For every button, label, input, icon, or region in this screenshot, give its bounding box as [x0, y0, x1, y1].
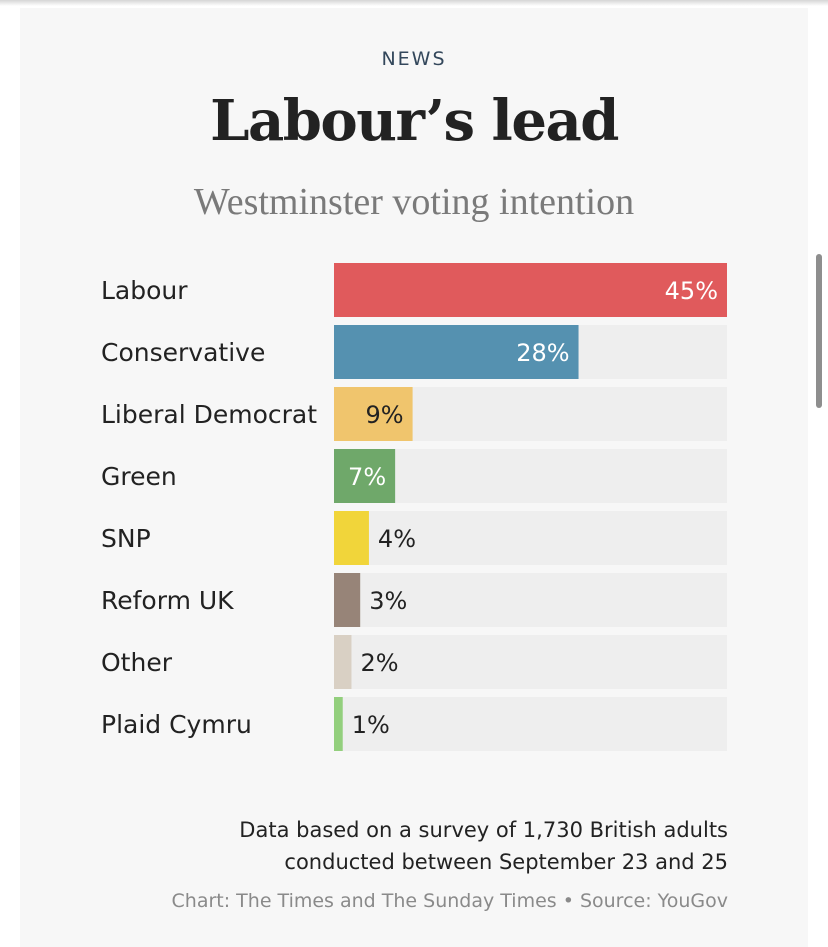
bar-other — [334, 635, 352, 689]
category-label-labour: Labour — [101, 276, 188, 305]
bar-track-reform-uk — [334, 573, 727, 627]
category-label-snp: SNP — [101, 524, 151, 553]
value-label-conservative: 28% — [516, 339, 569, 367]
value-label-liberal-democrat: 9% — [366, 401, 404, 429]
survey-note-line-1: Data based on a survey of 1,730 British … — [239, 818, 728, 842]
category-label-conservative: Conservative — [101, 338, 265, 367]
bar-snp — [334, 511, 369, 565]
category-label-green: Green — [101, 462, 177, 491]
section-kicker[interactable]: NEWS — [381, 48, 447, 70]
bar-green — [334, 449, 396, 503]
chart-subtitle: Westminster voting intention — [193, 181, 635, 223]
value-label-plaid-cymru: 1% — [352, 711, 390, 739]
top-shadow — [0, 0, 828, 6]
bar-track-other — [334, 635, 727, 689]
bar-labour — [334, 263, 727, 317]
value-label-other: 2% — [360, 649, 398, 677]
category-label-reform-uk: Reform UK — [101, 586, 234, 615]
bar-reform-uk — [334, 573, 361, 627]
value-label-snp: 4% — [378, 525, 416, 553]
scrollbar[interactable] — [816, 254, 822, 408]
survey-note-line-2: conducted between September 23 and 25 — [284, 850, 728, 874]
bar-track-snp — [334, 511, 727, 565]
value-label-reform-uk: 3% — [369, 587, 407, 615]
chart-credit: Chart: The Times and The Sunday Times • … — [171, 890, 728, 912]
value-label-green: 7% — [348, 463, 386, 491]
chart-title: Labour’s lead — [210, 88, 619, 154]
category-label-other: Other — [101, 648, 173, 677]
category-label-liberal-democrat: Liberal Democrat — [101, 400, 317, 429]
bar-track-plaid-cymru — [334, 697, 727, 751]
bar-conservative — [334, 325, 579, 379]
value-label-labour: 45% — [665, 277, 718, 305]
bar-track-green — [334, 449, 727, 503]
category-label-plaid-cymru: Plaid Cymru — [101, 710, 252, 739]
bar-liberal-democrat — [334, 387, 413, 441]
survey-note: Data based on a survey of 1,730 British … — [239, 814, 728, 878]
bar-plaid-cymru — [334, 697, 343, 751]
